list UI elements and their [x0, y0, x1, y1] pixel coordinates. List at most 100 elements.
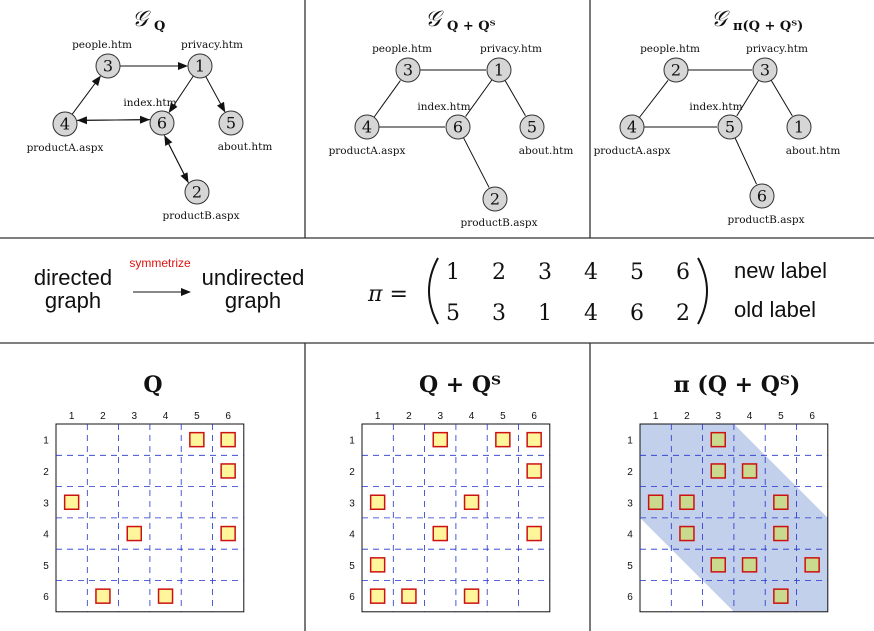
column-tick-label: 6: [225, 411, 231, 422]
graph-node-id: 3: [403, 61, 413, 80]
graph-node: [187, 53, 213, 79]
row-tick-label: 6: [43, 592, 49, 603]
graph-edge: [168, 75, 194, 114]
graph-title-subscript: π(Q + Qᵀ): [733, 19, 803, 34]
graph-node: [663, 57, 689, 83]
undirected-graph-label: graph: [225, 288, 281, 313]
perm-left-paren: [428, 257, 439, 325]
nonzero-entry: [189, 431, 205, 448]
graph-node: [184, 179, 210, 205]
column-tick-label: 1: [69, 411, 75, 422]
column-tick-label: 6: [809, 411, 815, 422]
nonzero-entry: [463, 494, 480, 510]
nonzero-entry: [741, 463, 758, 479]
column-tick-label: 4: [747, 411, 753, 422]
row-tick-label: 5: [627, 561, 633, 572]
column-tick-label: 4: [163, 411, 169, 422]
column-tick-label: 1: [653, 411, 659, 422]
graph-node-page: productB.aspx: [728, 214, 805, 226]
graph-node-page: productA.aspx: [329, 145, 406, 157]
directed-graph-label: graph: [45, 288, 101, 313]
row-tick-label: 3: [349, 498, 355, 509]
nonzero-entry: [526, 431, 542, 448]
graph-node-id: 6: [157, 114, 167, 133]
row-tick-label: 1: [627, 436, 633, 447]
graph-node: [149, 110, 175, 136]
row-tick-label: 6: [349, 592, 355, 603]
nonzero-entry: [647, 494, 664, 510]
nonzero-entry: [220, 431, 236, 448]
nonzero-entry: [463, 588, 480, 604]
graph-node: [519, 114, 545, 140]
row-tick-label: 5: [349, 561, 355, 572]
nonzero-entry: [679, 494, 695, 510]
nonzero-entry: [369, 588, 386, 604]
graph-node: [354, 114, 380, 140]
nonzero-entry: [741, 557, 758, 573]
graph-node-id: 2: [490, 190, 500, 209]
graph-node-id: 2: [671, 61, 681, 80]
graph-panel-1: 𝒢 Q 3 people.htm 1 privacy.htm 6 index.htm 4 prod…: [27, 7, 273, 222]
graph-edge: [504, 80, 526, 116]
graph-node-page: privacy.htm: [480, 43, 542, 55]
graph-node-page: privacy.htm: [746, 43, 808, 55]
nonzero-entry: [369, 557, 386, 573]
graph-title: 𝒢: [425, 7, 444, 32]
row-tick-label: 2: [43, 467, 49, 478]
graph-edge: [734, 137, 757, 185]
graph-node-id: 1: [494, 61, 504, 80]
perm-old-value: 6: [630, 301, 644, 326]
graph-node: [52, 111, 78, 137]
undirected-label: undirected: [202, 265, 305, 290]
perm-old-value: 5: [446, 301, 460, 326]
row-tick-label: 6: [627, 592, 633, 603]
nonzero-entry: [63, 494, 80, 510]
row-tick-label: 5: [43, 561, 49, 572]
perm-old-value: 4: [584, 301, 598, 326]
graph-node: [619, 114, 645, 140]
graph-node-page: privacy.htm: [181, 39, 243, 51]
row-tick-label: 1: [43, 436, 49, 447]
permutation-matrix: 1 2 3 4 5 6 5 3 1 4 6 2: [446, 260, 690, 326]
nonzero-entry: [220, 463, 236, 479]
column-tick-label: 2: [684, 411, 690, 422]
nonzero-entry: [432, 525, 448, 542]
nonzero-entry: [526, 463, 542, 479]
nonzero-entry: [679, 525, 695, 542]
graph-node-id: 5: [527, 118, 537, 137]
column-tick-label: 5: [778, 411, 784, 422]
graph-node: [482, 186, 508, 212]
graph-node-page: about.htm: [786, 145, 841, 157]
graph-edge: [164, 135, 189, 184]
column-tick-label: 5: [500, 411, 506, 422]
nonzero-entry: [157, 588, 174, 604]
graph-node: [395, 57, 421, 83]
perm-new-value: 6: [676, 260, 690, 285]
nonzero-entry: [495, 431, 511, 448]
column-tick-label: 3: [131, 411, 137, 422]
graph-node-id: 3: [760, 61, 770, 80]
graph-title-subscript: Q: [154, 19, 165, 34]
column-tick-label: 4: [469, 411, 475, 422]
row-tick-label: 4: [627, 530, 633, 541]
graph-node-page: about.htm: [218, 141, 273, 153]
graph-node-page: index.htm: [689, 101, 742, 113]
nonzero-entry: [710, 463, 726, 479]
graph-node-id: 2: [192, 183, 202, 202]
perm-new-value: 1: [446, 260, 460, 285]
graph-edge: [373, 80, 401, 118]
perm-new-value: 3: [538, 260, 552, 285]
nonzero-entry: [220, 525, 236, 542]
graph-node: [752, 57, 778, 83]
nonzero-entry: [773, 525, 789, 542]
row-tick-label: 4: [43, 530, 49, 541]
symmetrize-label: symmetrize: [129, 256, 191, 270]
perm-new-value: 4: [584, 260, 598, 285]
perm-right-paren: [697, 257, 708, 325]
graph-title-subscript: Q + Qᵀ: [447, 19, 496, 34]
graph-edge: [638, 79, 669, 118]
graph-node-page: productA.aspx: [27, 142, 104, 154]
